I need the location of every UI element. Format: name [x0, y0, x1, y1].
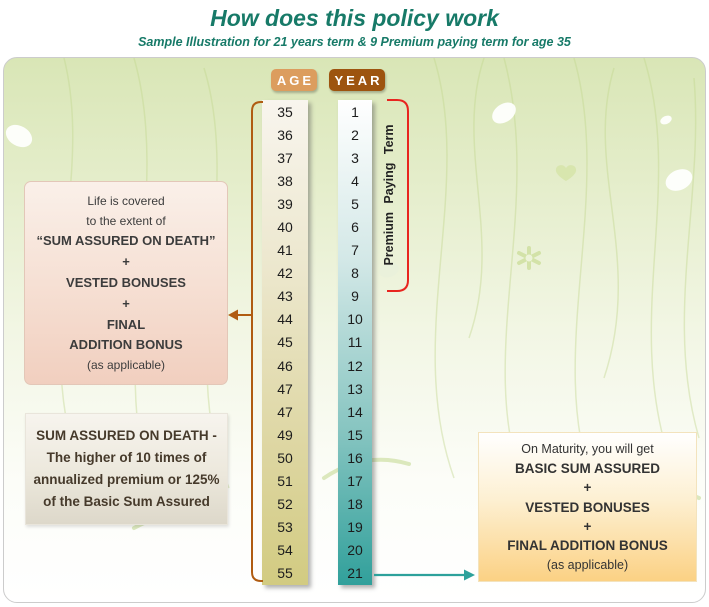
age-column-header: AGE: [271, 69, 317, 91]
year-cell: 3: [351, 149, 359, 166]
life-cover-line: VESTED BONUSES: [66, 274, 186, 290]
age-column: 35 36 37 38 39 40 41 42 43 44 45 46 47 47 49 50 51 52 53 54…: [262, 100, 308, 585]
year-cell: 13: [347, 380, 363, 397]
plus-sign: +: [122, 254, 130, 270]
age-cell: 53: [277, 519, 293, 536]
age-cell: 49: [277, 426, 293, 443]
sum-assured-line: SUM ASSURED ON DEATH -: [36, 428, 217, 444]
maturity-line: (as applicable): [546, 557, 629, 572]
year-cell: 11: [347, 334, 363, 351]
age-cell: 44: [277, 311, 293, 328]
age-cell: 52: [277, 496, 293, 513]
year-cell: 5: [351, 195, 359, 212]
premium-paying-term-label: Premium Paying Term: [382, 124, 396, 266]
year-column: 1 2 3 4 5 6 7 8 9 10 11 12 13 14 15 16 17 18 19 20 21: [338, 100, 372, 585]
life-cover-line: “SUM ASSURED ON DEATH”: [36, 233, 216, 249]
flower-shape: [517, 246, 541, 270]
year-cell: 15: [347, 426, 363, 443]
age-cell: 47: [277, 403, 293, 420]
age-cell: 38: [277, 172, 293, 189]
life-cover-line: Life is covered: [87, 193, 165, 208]
page-subtitle: Sample Illustration for 21 years term & …: [138, 35, 571, 49]
maturity-line: BASIC SUM ASSURED: [514, 460, 660, 476]
age-cell: 40: [277, 219, 293, 236]
life-cover-box: Life is covered to the extent of “SUM AS…: [24, 181, 228, 385]
life-cover-line: to the extent of: [86, 213, 166, 228]
page-title: How does this policy work: [210, 5, 499, 31]
age-cell: 50: [277, 449, 293, 466]
plus-sign: +: [583, 480, 592, 496]
sum-assured-death-box: SUM ASSURED ON DEATH - The higher of 10 …: [25, 413, 228, 525]
year-cell: 9: [351, 288, 359, 305]
age-cell: 35: [277, 103, 293, 120]
life-cover-line: ADDITION BONUS: [69, 337, 183, 353]
age-cell: 54: [277, 542, 293, 559]
age-cell: 45: [277, 334, 293, 351]
year-cell: 7: [351, 242, 359, 259]
age-cell: 46: [277, 357, 293, 374]
year-cell: 8: [351, 265, 359, 282]
life-cover-line: (as applicable): [86, 358, 166, 373]
plus-sign: +: [583, 518, 592, 534]
year-column-header: YEAR: [329, 69, 385, 91]
age-cell: 47: [277, 380, 293, 397]
leaf-shapes: [5, 102, 693, 191]
age-cell: 51: [277, 473, 293, 490]
year-cell: 19: [347, 519, 363, 536]
year-cell: 20: [347, 542, 363, 559]
age-cell: 37: [277, 149, 293, 166]
year-cell: 4: [351, 172, 359, 189]
year-cell: 14: [347, 403, 363, 420]
age-cell: 39: [277, 195, 293, 212]
age-cell: 42: [277, 265, 293, 282]
year-cell: 2: [351, 126, 359, 143]
age-cell: 55: [277, 565, 293, 582]
age-cell: 41: [277, 242, 293, 259]
year-cell: 18: [347, 496, 363, 513]
maturity-line: On Maturity, you will get: [521, 442, 654, 457]
year-cell: 10: [347, 311, 363, 328]
maturity-line: FINAL ADDITION BONUS: [507, 538, 668, 554]
year-cell: 17: [347, 473, 363, 490]
sum-assured-line: of the Basic Sum Assured: [43, 493, 210, 509]
maturity-line: VESTED BONUSES: [525, 499, 650, 515]
sum-assured-line: annualized premium or 125%: [33, 472, 220, 487]
year-cell: 16: [347, 449, 363, 466]
age-cell: 43: [277, 288, 293, 305]
maturity-box: On Maturity, you will get BASIC SUM ASSU…: [478, 432, 697, 582]
year-cell: 12: [347, 357, 363, 374]
heart-shape: [555, 165, 577, 181]
sum-assured-line: The higher of 10 times of: [46, 450, 207, 466]
life-cover-line: FINAL: [106, 316, 146, 332]
year-cell: 21: [347, 565, 363, 582]
year-cell: 6: [351, 219, 359, 236]
age-cell: 36: [277, 126, 293, 143]
plus-sign: +: [122, 295, 130, 311]
year-cell: 1: [351, 103, 359, 120]
